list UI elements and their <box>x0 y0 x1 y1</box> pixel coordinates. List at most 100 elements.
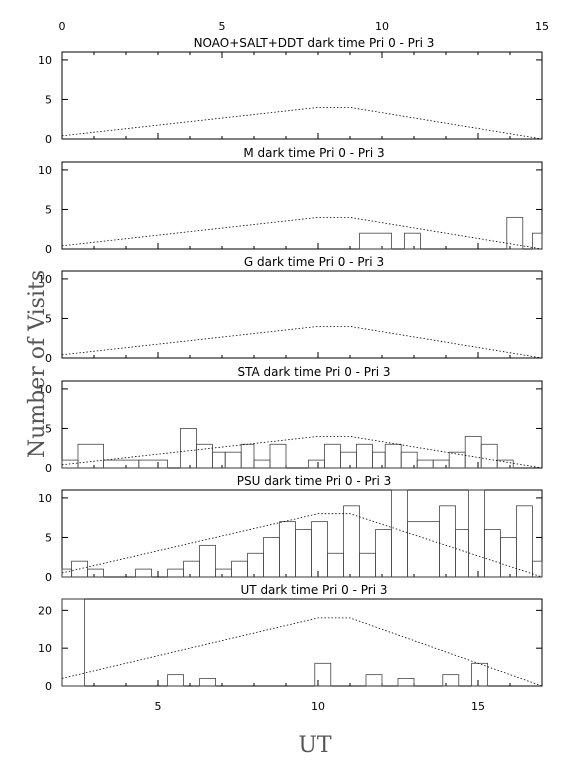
histogram-bin <box>442 674 460 687</box>
histogram-bin <box>506 216 524 250</box>
visibility-envelope <box>61 435 543 469</box>
top-axis-tick-label: 15 <box>535 20 549 33</box>
histogram-bin <box>167 568 185 578</box>
histogram-bin <box>269 443 287 469</box>
histogram-panel: STA dark time Pri 0 - Pri 3 0 5 10 <box>38 365 543 475</box>
histogram-bin <box>375 529 393 578</box>
panel-title: PSU dark time Pri 0 - Pri 3 <box>237 474 392 488</box>
histogram-bin <box>516 505 533 578</box>
histogram-bin <box>103 459 140 469</box>
panel-frame <box>61 270 543 359</box>
histogram-bin <box>355 443 373 469</box>
histogram-bin <box>416 459 434 469</box>
histogram-bin <box>480 443 498 469</box>
histogram-panel: NOAO+SALT+DDT dark time Pri 0 - Pri 3 0 5 1… <box>38 36 543 146</box>
histogram-bin <box>135 568 153 578</box>
panel-title: G dark time Pri 0 - Pri 3 <box>244 255 384 269</box>
histogram-bin <box>211 451 226 469</box>
y-tick-label: 10 <box>38 273 52 286</box>
histogram-bin <box>432 459 450 469</box>
histogram-panels: NOAO+SALT+DDT dark time Pri 0 - Pri 3 0 5 1… <box>38 36 543 693</box>
panel-title: NOAO+SALT+DDT dark time Pri 0 - Pri 3 <box>194 36 435 50</box>
histogram-bin <box>167 674 185 687</box>
y-tick-label: 10 <box>38 642 52 655</box>
histogram-bin <box>323 443 341 469</box>
y-tick-label: 10 <box>38 492 52 505</box>
y-tick-label: 0 <box>45 133 52 146</box>
histogram-bin <box>240 443 255 469</box>
panel-frame <box>61 51 543 140</box>
histogram-bin <box>327 552 345 578</box>
histogram-bin <box>467 489 485 578</box>
histogram-bin <box>307 459 325 469</box>
histogram-bin <box>532 232 543 250</box>
histogram-bin <box>295 529 313 578</box>
top-axis-tick-label: 10 <box>375 20 389 33</box>
visibility-envelope <box>61 617 543 687</box>
histogram-bin <box>279 521 297 578</box>
histogram-panel: G dark time Pri 0 - Pri 3 0 5 10 <box>38 255 543 365</box>
panel-title: M dark time Pri 0 - Pri 3 <box>243 146 384 160</box>
y-tick-label: 5 <box>45 422 52 435</box>
y-tick-label: 0 <box>45 243 52 256</box>
y-tick-label: 0 <box>45 462 52 475</box>
panel-frame <box>61 161 543 250</box>
x-axis-title: UT <box>298 733 332 758</box>
y-axis-title: Number of Visits <box>25 270 50 458</box>
histogram-bin <box>365 674 383 687</box>
histogram-bin <box>343 505 361 578</box>
y-tick-label: 10 <box>38 383 52 396</box>
histogram-bin <box>359 552 377 578</box>
histogram-bin <box>179 428 197 469</box>
histogram-bin <box>483 529 501 578</box>
y-tick-label: 10 <box>38 54 52 67</box>
histogram-bin <box>439 505 457 578</box>
histogram-bin <box>448 451 466 469</box>
y-tick-label: 0 <box>45 571 52 584</box>
y-tick-label: 20 <box>38 604 52 617</box>
histogram-panel: M dark time Pri 0 - Pri 3 0 5 10 <box>38 146 543 256</box>
bottom-ut-axis: 5 10 15 <box>155 700 486 713</box>
histogram-panel: PSU dark time Pri 0 - Pri 3 0 5 10 <box>38 474 543 584</box>
panel-frame <box>61 489 543 578</box>
histogram-panel: UT dark time Pri 0 - Pri 3 0 10 20 <box>38 583 543 693</box>
visibility-envelope <box>61 325 543 359</box>
histogram-bin <box>339 451 357 469</box>
histogram-bin <box>464 435 482 469</box>
histogram-bin <box>397 678 415 687</box>
top-axis-tick-label: 0 <box>59 20 66 33</box>
histogram-bin <box>499 537 517 578</box>
visibility-envelope <box>61 107 543 140</box>
panel-title: STA dark time Pri 0 - Pri 3 <box>237 365 390 379</box>
histogram-bin <box>263 537 281 578</box>
panel-frame <box>61 598 543 687</box>
panel-title: UT dark time Pri 0 - Pri 3 <box>241 583 388 597</box>
histogram-bin <box>471 662 489 687</box>
bottom-axis-tick-label: 15 <box>471 700 485 713</box>
y-tick-label: 5 <box>45 312 52 325</box>
histogram-bin <box>532 560 543 578</box>
histogram-bin <box>400 451 418 469</box>
histogram-bin <box>391 489 409 578</box>
y-tick-label: 5 <box>45 203 52 216</box>
y-tick-label: 0 <box>45 352 52 365</box>
histogram-bin <box>247 552 265 578</box>
y-tick-label: 5 <box>45 93 52 106</box>
y-tick-label: 5 <box>45 531 52 544</box>
histogram-bin <box>496 459 514 469</box>
histogram-bin <box>253 459 271 469</box>
histogram-bin <box>199 678 217 687</box>
y-tick-label: 0 <box>45 680 52 693</box>
histogram-bin <box>455 529 469 578</box>
top-axis-tick-label: 5 <box>219 20 226 33</box>
histogram-bin <box>195 443 213 469</box>
histogram-bin <box>314 662 332 687</box>
histogram-bin <box>384 443 402 469</box>
histogram-bin <box>231 560 249 578</box>
histogram-bin <box>359 232 393 250</box>
panel-frame <box>61 380 543 469</box>
bottom-axis-tick-label: 10 <box>311 700 325 713</box>
histogram-bin <box>61 598 85 687</box>
histogram-bin <box>183 560 201 578</box>
histogram-bin <box>138 459 169 469</box>
